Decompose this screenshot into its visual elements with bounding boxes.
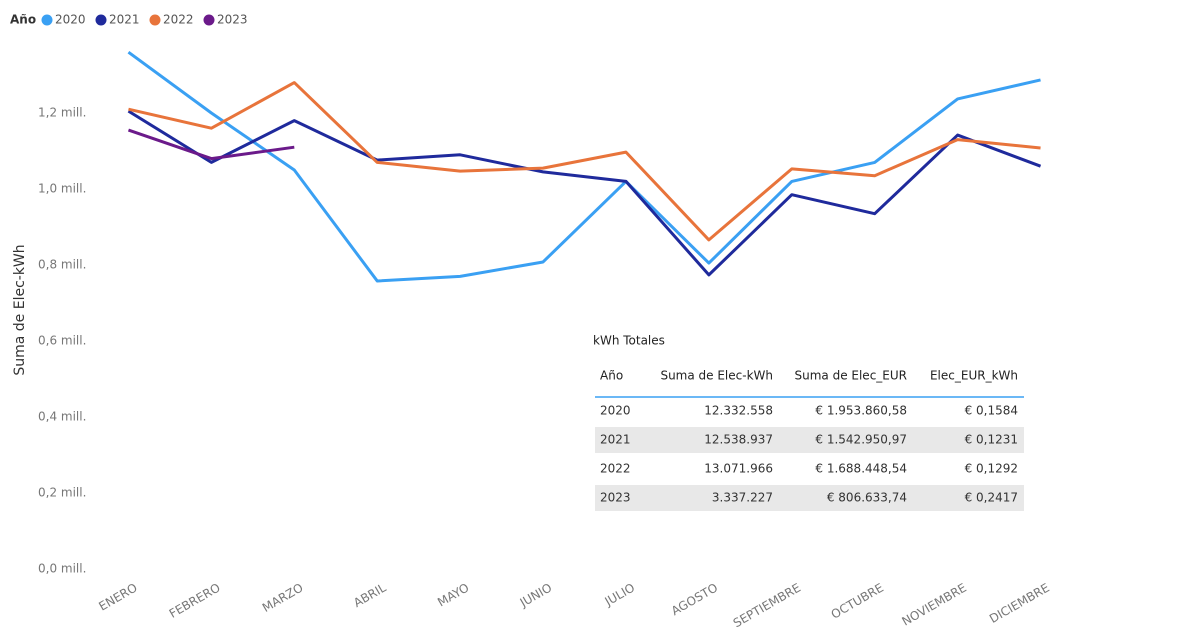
table-cell: 12.332.558 xyxy=(704,404,773,418)
x-tick-label: JUNIO xyxy=(517,581,555,611)
table-cell: 12.538.937 xyxy=(704,433,773,447)
table-row-band xyxy=(595,427,1024,453)
y-axis-label: Suma de Elec-kWh xyxy=(12,244,28,375)
x-tick-label: NOVIEMBRE xyxy=(899,581,968,629)
x-tick-label: FEBRERO xyxy=(167,581,223,621)
x-tick-label: MAYO xyxy=(435,581,471,610)
legend-label: 2023 xyxy=(217,13,248,27)
table-cell: € 1.542.950,97 xyxy=(815,433,907,447)
series-line xyxy=(127,50,1041,283)
table-cell: 3.337.227 xyxy=(712,491,773,505)
x-tick-label: DICIEMBRE xyxy=(987,581,1052,627)
legend-title: Año xyxy=(10,13,36,27)
series-line xyxy=(127,128,295,161)
table-cell: € 1.688.448,54 xyxy=(815,462,907,476)
y-tick-label: 0,0 mill. xyxy=(38,562,86,576)
legend-swatch xyxy=(203,14,215,26)
table-cell: 2022 xyxy=(600,462,631,476)
table-title: kWh Totales xyxy=(593,334,665,348)
table-cell: € 0,1584 xyxy=(965,404,1018,418)
table-header: Elec_EUR_kWh xyxy=(930,369,1018,383)
y-tick-label: 1,2 mill. xyxy=(38,106,86,120)
table-cell: € 1.953.860,58 xyxy=(815,404,907,418)
x-tick-label: OCTUBRE xyxy=(829,581,886,622)
table-cell: 2020 xyxy=(600,404,631,418)
table-header: Suma de Elec_EUR xyxy=(795,369,908,383)
series-line xyxy=(128,81,1041,242)
x-tick-label: ENERO xyxy=(96,581,139,614)
y-tick-label: 1,0 mill. xyxy=(38,182,86,196)
legend-label: 2022 xyxy=(163,13,194,27)
table-header: Suma de Elec-kWh xyxy=(660,369,773,383)
table-cell: 2023 xyxy=(600,491,631,505)
legend-label: 2021 xyxy=(109,13,140,27)
legend-swatch xyxy=(41,14,53,26)
y-tick-label: 0,6 mill. xyxy=(38,334,86,348)
table-cell: 2021 xyxy=(600,433,631,447)
x-tick-label: JULIO xyxy=(602,581,638,610)
legend-label: 2020 xyxy=(55,13,86,27)
y-tick-label: 0,4 mill. xyxy=(38,410,86,424)
table-cell: € 0,1292 xyxy=(965,462,1018,476)
x-tick-label: ABRIL xyxy=(351,580,389,610)
x-tick-label: MARZO xyxy=(260,581,306,615)
legend-swatch xyxy=(95,14,107,26)
table-row-band xyxy=(595,485,1024,511)
x-tick-label: AGOSTO xyxy=(669,581,720,619)
y-tick-label: 0,8 mill. xyxy=(38,258,86,272)
y-tick-label: 0,2 mill. xyxy=(38,486,86,500)
table-header: Año xyxy=(600,369,623,383)
table-cell: € 0,1231 xyxy=(965,433,1018,447)
table-cell: 13.071.966 xyxy=(704,462,773,476)
series-line xyxy=(127,109,1042,277)
legend-swatch xyxy=(149,14,161,26)
table-cell: € 806.633,74 xyxy=(827,491,907,505)
x-tick-label: SEPTIEMBRE xyxy=(731,581,803,631)
table-cell: € 0,2417 xyxy=(965,491,1018,505)
